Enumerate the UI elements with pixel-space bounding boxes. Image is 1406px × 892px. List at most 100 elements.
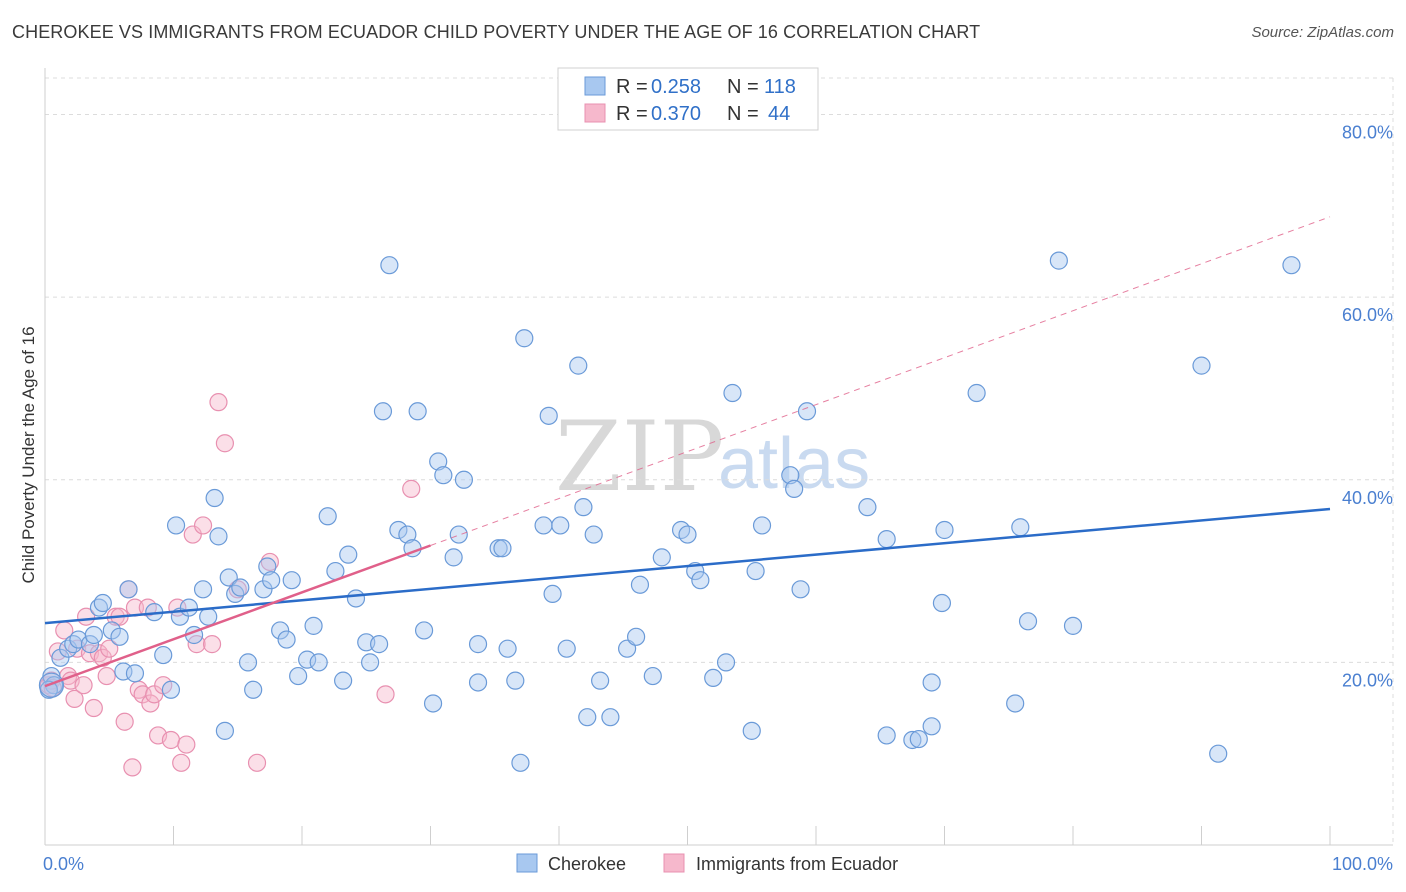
cherokee-point (539, 406, 558, 425)
cherokee-point (1282, 256, 1301, 275)
bottom-legend-label-ecuador: Immigrants from Ecuador (696, 854, 898, 874)
cherokee-point (282, 571, 301, 590)
cherokee-point (591, 671, 610, 690)
cherokee-point (199, 607, 218, 626)
cherokee-point (691, 571, 710, 590)
cherokee-point (468, 673, 488, 692)
cherokee-point (423, 694, 443, 713)
x-tick-label: 100.0% (1332, 854, 1393, 874)
cherokee-point (277, 630, 296, 649)
cherokee-point (630, 575, 650, 594)
cherokee-point (569, 356, 588, 375)
cherokee-point (903, 730, 922, 750)
cherokee-point (408, 402, 427, 421)
ecuador-point (141, 694, 160, 713)
cherokee-point (370, 635, 389, 654)
cherokee-trend-line (44, 507, 1331, 625)
legend-n-label-ecuador: N = (727, 103, 759, 125)
ecuador-point (161, 730, 181, 750)
cherokee-point (678, 525, 697, 544)
ecuador-point (97, 666, 116, 686)
cherokee-point (193, 580, 213, 599)
ecuador-point (172, 753, 191, 772)
cherokee-point (785, 479, 804, 498)
cherokee-point (967, 383, 986, 403)
cherokee-point (932, 593, 952, 613)
cherokee-point (373, 402, 393, 421)
cherokee-point (449, 525, 468, 544)
bottom-legend-label-cherokee: Cherokee (548, 854, 626, 874)
ecuador-point (123, 758, 142, 777)
ecuador-point (74, 676, 93, 695)
ecuador-point (209, 393, 228, 412)
x-tick-label: 0.0% (43, 854, 84, 874)
cherokee-point (578, 708, 597, 727)
cherokee-point (468, 635, 488, 654)
cherokee-point (444, 548, 463, 567)
cherokee-point (797, 402, 817, 421)
cherokee-point (209, 527, 228, 546)
cherokee-point (877, 530, 896, 549)
y-tick-label: 40.0% (1342, 488, 1393, 508)
ecuador-trend-extension (430, 216, 1331, 546)
cherokee-point (125, 664, 145, 683)
cherokee-point (1018, 612, 1038, 631)
cherokee-point (254, 580, 273, 599)
legend-r-value-ecuador: 0.370 (651, 103, 701, 125)
bottom-legend: Cherokee Immigrants from Ecuador (516, 853, 898, 874)
cherokee-point (574, 498, 593, 517)
cherokee-point (114, 662, 133, 681)
y-tick-label: 60.0% (1342, 305, 1393, 325)
cherokee-point (716, 653, 736, 672)
cherokee-point (935, 520, 954, 540)
ecuador-point (84, 698, 103, 718)
cherokee-point (557, 639, 576, 658)
cherokee-point (219, 568, 238, 587)
cherokee-point (922, 673, 941, 692)
ecuador-point (183, 525, 202, 544)
cherokee-point (626, 627, 646, 646)
legend-r-value-cherokee: 0.258 (651, 76, 701, 98)
cherokee-point (334, 671, 353, 690)
cherokee-points (38, 251, 1301, 772)
cherokee-point (119, 580, 138, 599)
legend: R = 0.258 N = 118 R = 0.370 N = 44 (557, 67, 819, 131)
cherokee-point (271, 621, 290, 640)
cherokee-point (506, 671, 525, 690)
cherokee-point (498, 639, 517, 658)
ecuador-trend-line (44, 544, 431, 688)
cherokee-point (304, 616, 323, 635)
bottom-legend-swatch-ecuador (663, 853, 685, 873)
cherokee-point (414, 621, 434, 640)
bottom-legend-swatch-cherokee (516, 853, 538, 873)
cherokee-point (511, 753, 530, 772)
cherokee-point (51, 648, 70, 667)
cherokee-point (110, 627, 129, 646)
cherokee-point (309, 653, 328, 672)
cherokee-point (262, 571, 281, 590)
chart-title: CHEROKEE VS IMMIGRANTS FROM ECUADOR CHIL… (12, 22, 981, 42)
cherokee-point (791, 580, 810, 599)
cherokee-point (543, 584, 562, 603)
cherokee-point (877, 726, 896, 745)
ecuador-point (193, 516, 213, 535)
cherokee-point (584, 525, 603, 544)
cherokee-point (380, 256, 399, 275)
cherokee-point (858, 498, 877, 517)
cherokee-point (1049, 251, 1068, 270)
y-tick-labels: 20.0% 40.0% 60.0% 80.0% (1342, 123, 1393, 691)
cherokee-point (258, 557, 277, 576)
cherokee-point (489, 539, 508, 558)
ecuador-point (376, 685, 395, 704)
y-axis-label: Child Poverty Under the Age of 16 (19, 326, 38, 583)
cherokee-point (389, 520, 408, 540)
cherokee-point (1006, 694, 1025, 713)
ecuador-point (202, 635, 222, 654)
cherokee-point (154, 645, 173, 665)
cherokee-point (909, 729, 928, 749)
ecuador-point (115, 712, 134, 731)
cherokee-point (289, 666, 308, 686)
cherokee-point (339, 545, 358, 564)
cherokee-point (80, 635, 100, 654)
